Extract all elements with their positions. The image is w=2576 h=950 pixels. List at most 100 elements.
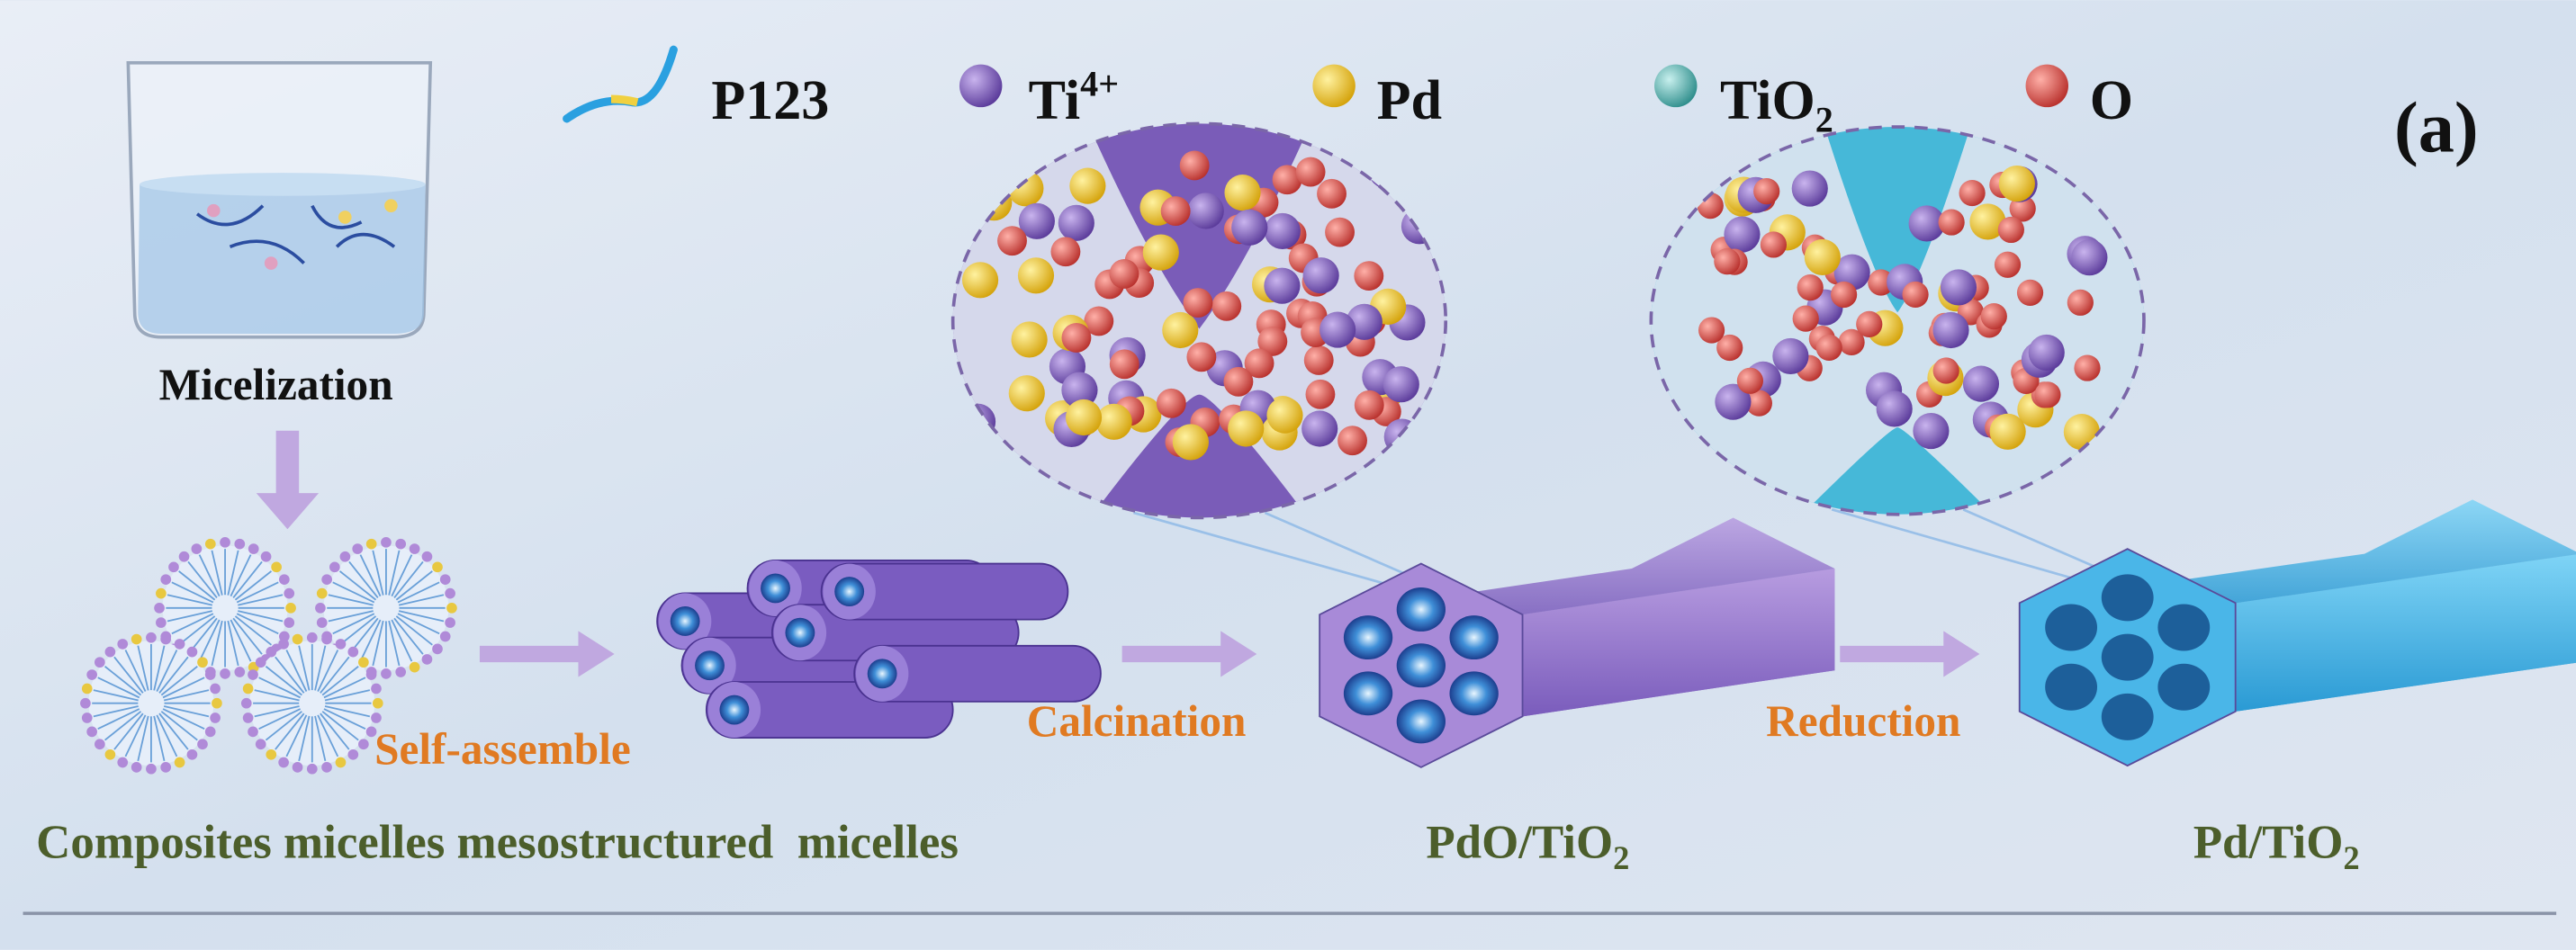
micelle-head xyxy=(445,617,455,628)
atom xyxy=(1109,259,1139,289)
pore xyxy=(1396,699,1446,744)
micelle-head xyxy=(197,657,208,668)
micelle-chain xyxy=(321,666,359,696)
atom xyxy=(1868,269,1895,296)
prisms xyxy=(1319,499,2576,768)
atom xyxy=(1969,203,2006,240)
micelle-head xyxy=(421,654,433,665)
micelle-chain xyxy=(275,656,305,694)
micelle-head xyxy=(204,669,216,680)
legend-label: TiO xyxy=(1720,70,1815,131)
atom xyxy=(1302,410,1338,447)
micelle-core xyxy=(323,545,449,671)
atom xyxy=(1228,410,1265,447)
micelle-chain xyxy=(328,610,374,623)
micelle-chain xyxy=(232,560,263,598)
micelle-chain xyxy=(395,570,433,601)
atom xyxy=(1211,291,1242,321)
micelle-chain xyxy=(285,650,308,692)
micelle-chain xyxy=(298,645,311,691)
atom xyxy=(1257,326,1288,356)
micelle-chain xyxy=(298,715,311,761)
atom xyxy=(1940,269,1977,306)
atom xyxy=(1959,179,1986,207)
micelle-head xyxy=(131,633,142,645)
step-label: Self-assemble xyxy=(374,724,631,774)
subscript: 2 xyxy=(1815,100,1833,140)
atom xyxy=(1084,306,1114,336)
micelle-head xyxy=(240,697,252,709)
micelle-chain xyxy=(153,645,166,691)
pore xyxy=(2101,693,2154,740)
micelle-chain xyxy=(227,620,239,667)
micelle-chain xyxy=(163,689,210,702)
micelle-chain xyxy=(187,560,218,598)
micelle-head xyxy=(234,667,246,677)
micelle-chain xyxy=(124,714,147,757)
micelle-head xyxy=(339,551,351,562)
atom xyxy=(1791,170,1828,207)
micelle-chain xyxy=(211,620,223,667)
atom xyxy=(1902,281,1929,309)
atom xyxy=(1320,311,1356,348)
micelle-chain xyxy=(372,620,384,667)
micelle-chain xyxy=(338,570,377,601)
rod xyxy=(853,644,1102,703)
micelle-head xyxy=(278,574,290,586)
micelle-head xyxy=(395,538,407,550)
pore xyxy=(1396,587,1446,632)
pore xyxy=(2157,604,2211,651)
step-label: Calcination xyxy=(1027,696,1247,746)
micelle-head xyxy=(439,631,451,642)
atom xyxy=(1338,426,1367,456)
micelle-chain xyxy=(328,594,374,606)
micelle-head xyxy=(168,561,179,573)
atom xyxy=(1354,390,1384,420)
atom xyxy=(2009,195,2036,222)
pore xyxy=(1449,671,1499,716)
atom xyxy=(1325,217,1355,247)
atom xyxy=(1018,202,1055,239)
micelle-head xyxy=(266,646,277,658)
atom xyxy=(1179,150,1210,181)
rod xyxy=(820,562,1069,621)
pore xyxy=(1343,615,1393,660)
atom xyxy=(1008,375,1045,412)
rod-bundle xyxy=(656,560,1102,739)
micelle-head xyxy=(381,668,392,679)
micelle-head xyxy=(409,661,420,673)
micelle-head xyxy=(321,762,332,773)
micelle-head xyxy=(315,603,326,614)
pore xyxy=(1343,671,1393,716)
micelle-chain xyxy=(317,650,339,692)
micelle-head xyxy=(284,587,295,599)
atom xyxy=(1856,310,1883,337)
zoom-outline xyxy=(950,121,1448,520)
micelle-chain xyxy=(234,570,273,601)
micelle-head xyxy=(255,657,266,668)
micelle-head xyxy=(292,762,303,773)
micelle-head xyxy=(210,683,221,695)
micelle-head xyxy=(156,617,167,628)
micelle-chain xyxy=(324,705,371,718)
micelle-chain xyxy=(158,656,189,694)
pd-icon xyxy=(1312,64,1356,108)
micelle-head xyxy=(409,543,420,554)
atom xyxy=(1838,328,1865,356)
micelle-head xyxy=(160,633,172,645)
atom xyxy=(1231,209,1268,246)
micelle-chain xyxy=(238,610,284,623)
atom xyxy=(1932,311,1969,349)
micelle-chain xyxy=(156,714,178,757)
atom xyxy=(1186,342,1217,372)
micelle-head xyxy=(347,748,359,760)
micelle-head xyxy=(248,669,258,680)
micelle-head xyxy=(371,712,382,723)
atom xyxy=(1745,390,1772,417)
micelle-chain xyxy=(317,714,339,757)
micelle-chain xyxy=(393,617,424,655)
pore xyxy=(2101,633,2154,681)
micelle-chain xyxy=(265,711,302,741)
micelle-head xyxy=(335,639,347,650)
rod-core xyxy=(785,617,815,648)
